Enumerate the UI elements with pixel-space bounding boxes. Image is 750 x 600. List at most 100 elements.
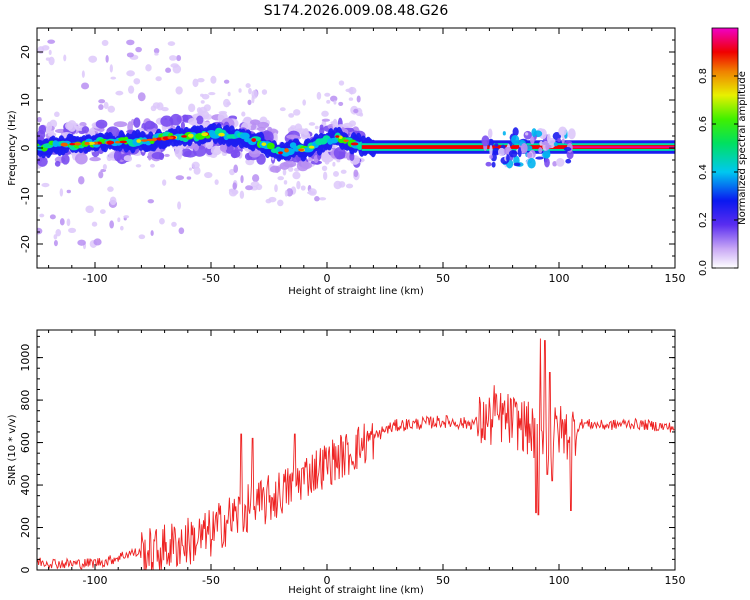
x-tick-label: 150 [665,272,686,285]
noise-speckle [356,95,361,103]
noise-speckle [107,105,116,113]
noise-speckle [282,168,287,176]
spectrogram-x-ticks: -100 -50 0 50 100 150 [48,28,686,285]
noise-speckle [322,171,328,181]
noise-speckle [316,91,322,100]
disturbance-blob [485,161,492,167]
noise-speckle [226,101,232,106]
noise-speckle [127,85,135,94]
disturbance-blob [490,153,497,162]
noise-speckle [78,176,85,185]
noise-speckle [150,230,154,237]
noise-speckle [170,63,179,68]
noise-speckle [321,118,331,122]
noise-speckle [63,54,67,62]
band-core [361,145,675,149]
noise-speckle [105,55,109,63]
noise-speckle [88,55,98,63]
noise-speckle [135,46,142,53]
noise-speckle [99,209,106,215]
snr-y-ticks: 0 200 400 600 800 1000 [19,335,675,574]
noise-speckle [245,185,253,191]
halo-blob [54,160,61,167]
x-tick-label: 0 [324,574,331,587]
noise-speckle [153,48,160,54]
y-tick-label: 0 [19,145,32,152]
halo-blob [89,156,101,162]
noise-speckle [169,55,177,61]
noise-speckle [59,188,64,197]
noise-speckle [200,100,205,104]
noise-speckle [109,64,113,73]
noise-speckle [240,175,244,184]
noise-speckle [109,196,117,206]
halo-blob [133,117,141,128]
y-tick-label: 200 [19,517,32,538]
noise-speckle [186,176,192,180]
spectrogram-y-ticks: -20 -10 0 10 20 [19,27,675,269]
noise-speckle [137,92,146,102]
halo-blob [113,121,128,128]
noise-speckle [81,70,85,78]
noise-speckle [308,122,316,126]
noise-speckle [302,99,307,106]
noise-speckle [333,171,339,177]
noise-speckle [245,83,251,89]
disturbance-blob [517,147,522,158]
noise-speckle [345,183,354,189]
halo-blob [38,124,47,135]
noise-speckle [227,91,231,97]
halo-blob [272,132,278,143]
x-tick-label: 0 [324,272,331,285]
halo-blob [160,115,174,127]
page-title: S174.2026.009.08.48.G26 [264,3,449,19]
ridge-peak [106,140,114,145]
colorbar-label: Normalized spectral amplitude [737,71,748,225]
halo-blob [144,120,156,130]
disturbance-blob [552,161,558,167]
x-tick-label: -50 [202,574,220,587]
noise-speckle [101,39,109,46]
noise-speckle [171,221,177,227]
ridge-peak [298,148,305,152]
disturbance-blob [513,162,521,167]
noise-speckle [133,78,141,85]
ridge-peak [251,138,257,142]
noise-speckle [223,79,230,84]
y-tick-label: -10 [19,187,32,205]
halo-blob [170,113,182,126]
disturbance-blob [525,132,529,136]
noise-speckle [300,185,306,191]
spectrogram-y-label: Frequency (Hz) [7,110,18,186]
noise-speckle [41,182,50,188]
halo-blob [248,149,261,158]
disturbance-blob [553,142,558,147]
y-tick-label: 1000 [19,344,32,372]
halo-blob [210,145,222,156]
ridge-peak [60,142,69,147]
halo-blob [219,143,228,152]
disturbance-blob [544,157,550,168]
noise-speckle [45,57,51,61]
colorbar: 0.0 0.2 0.4 0.6 0.8 Normalized spectral ampl… [698,27,748,276]
halo-blob [319,124,324,131]
noise-speckle [120,225,124,231]
disturbance-blob [563,147,572,152]
disturbance-blob [535,156,544,160]
halo-blob [46,121,53,133]
halo-blob [67,120,77,132]
noise-speckle [238,88,242,93]
noise-speckle [288,113,295,118]
colorbar-gradient [711,27,739,269]
colorbar-tick-label: 0.0 [698,260,709,276]
ridge-peak [201,132,209,137]
halo-blob [95,119,108,129]
noise-speckle [265,198,272,204]
snr-panel: -100 -50 0 50 100 150 0 200 400 600 800 1000 Heigh… [7,329,686,596]
noise-speckle [126,39,135,46]
noise-speckle [178,227,185,235]
ridge-peak [140,139,148,142]
disturbance-blob [561,138,565,144]
noise-speckle [353,169,359,178]
noise-speckle [321,165,328,171]
